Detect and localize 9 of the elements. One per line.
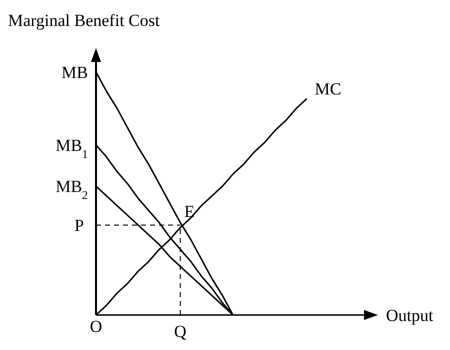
x-tick-label: Q bbox=[174, 322, 186, 341]
series-label: MC bbox=[314, 80, 342, 99]
legend-label: MB bbox=[62, 63, 88, 82]
series-label: MB$_{1}$ bbox=[56, 136, 88, 161]
x-axis-title: Output bbox=[386, 306, 434, 325]
y-axis-title: Marginal Benefit Cost bbox=[8, 11, 160, 30]
series-label: MB$_{2}$ bbox=[56, 177, 88, 202]
ref-line-label: P bbox=[74, 216, 84, 236]
x-tick-label: O bbox=[90, 317, 102, 336]
